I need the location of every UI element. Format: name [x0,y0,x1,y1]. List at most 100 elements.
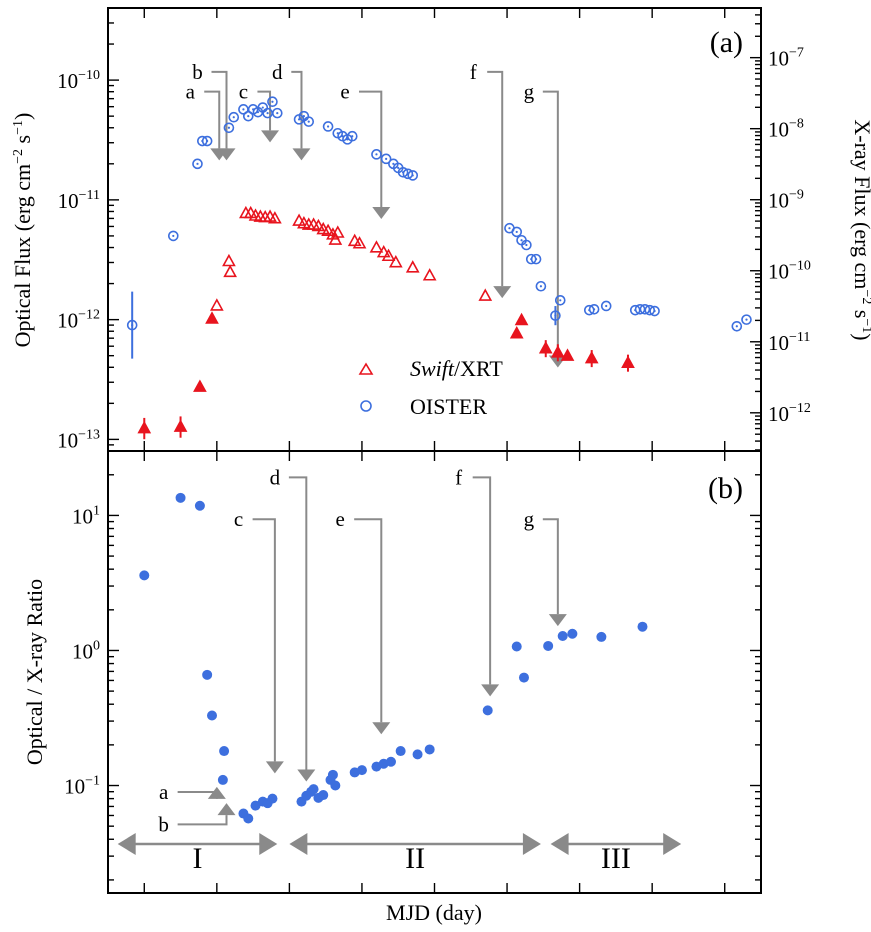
oister-point-center [227,126,231,129]
annotation-b-c-label: c [234,507,243,531]
annotation-a-c-label: c [239,80,248,104]
oister-point [731,320,743,332]
oister-point [554,295,566,306]
ratio-point [202,669,213,680]
panel-a-ylabel: Optical Flux (erg cm−2 s−1) [10,113,35,348]
legend-circle-marker [360,400,372,412]
a-right-ticklabel-3: 10−9 [768,188,804,213]
oister-point-center [411,174,414,177]
annotation-a-d-label: d [272,60,283,84]
annotation-a-a-label: a [186,80,196,104]
ratio-point [194,500,205,511]
oister-point-center [515,230,518,234]
text-layer: 10−13 10−12 10−11 10−10 10−12 10−11 10−10 10−9 1… [57,46,811,875]
oister-point-center [351,135,354,138]
oister-point [228,111,240,123]
annotation-b-b-label: b [158,812,169,836]
ratio-point [412,749,423,760]
annotation-a-g-line [542,90,559,356]
annotation-b-f-line [472,476,492,685]
ratio-point [308,784,319,795]
b-left-ticklabel-1: 100 [72,638,100,663]
panel-a-frame [107,7,762,452]
x-axis-label: MJD (day) [386,900,482,925]
xrt-point [584,350,599,364]
xrt-point [478,288,493,301]
annotation-a-e-head [372,207,391,220]
ratio-point [206,710,217,721]
oister-point-center [385,157,388,160]
oister-point [397,166,409,178]
panel-a-label: (a) [710,26,743,59]
xrt-point [388,254,403,268]
oister-point [346,130,358,142]
annotation-b-g-head [548,614,567,627]
phase-II-head-left [289,833,308,855]
oister-point-center [745,318,748,321]
xrt-point [538,341,553,354]
oister-point-center [397,166,400,169]
a-left-ticklabel-2: 10−11 [58,188,100,213]
oister-point [402,168,414,180]
oister-point-center [266,112,269,115]
oister-point-center [206,139,209,143]
a-right-ticklabel-0: 10−12 [768,401,811,426]
oister-point-center [271,100,274,103]
oister-point-center [508,227,511,230]
oister-point-center [520,239,523,242]
xrt-point [223,264,237,278]
xrt-point [550,345,565,358]
annotation-b-g-line [542,518,559,615]
oister-point [303,116,315,127]
oister-point-center [559,299,562,302]
oister-point [126,319,138,331]
a-right-ticklabel-1: 10−11 [768,330,810,355]
annotation-a-g-label: g [524,80,535,104]
oister-point [600,300,612,312]
phase-I-head-left [117,833,136,855]
b-left-ticklabel-0: 10−1 [64,774,100,799]
annotation-a-e-line [359,90,383,208]
oister-point [371,149,382,160]
ratio-point [511,641,522,652]
phase-III-head-right [663,833,682,855]
b-left-ticklabel-2: 101 [72,503,100,528]
oister-point-center [653,309,656,313]
tick-layer [108,7,761,893]
panel-a-y2label: X-ray Flux (erg cm−2 s−1) [850,119,871,340]
legend-xrt-label: Swift/XRT [410,356,503,381]
xrt-point [268,211,282,224]
annotation-a-b-head [217,148,236,161]
xrt-point [621,355,635,368]
annotation-b-e-label: e [336,507,345,531]
oister-point [242,110,254,122]
annotation-b-d-line [288,476,308,770]
oister-point [168,230,179,242]
xrt-point [381,248,396,262]
marks-layer [126,96,752,824]
a-left-ticklabel-0: 10−13 [57,427,100,452]
oister-point-center [302,115,305,118]
ratio-point [267,793,278,804]
xrt-point [222,253,236,267]
oister-point-center [276,112,279,115]
ratio-point [217,774,228,785]
oister-point-center [242,108,245,111]
ratio-point [385,756,396,767]
annotation-b-e-line [354,518,383,723]
oister-point [322,121,334,132]
xrt-point [352,236,367,249]
oister-point-center [196,162,199,165]
ratio-point [596,631,607,642]
phase-II-label: II [405,842,425,875]
legend-oister-label: OISTER [410,394,487,419]
a-left-ticklabel-3: 10−10 [57,68,100,93]
ratio-point [482,705,493,716]
oister-point-center [172,234,175,238]
oister-point-center [256,111,260,114]
annotation-b-a-head [207,786,226,799]
oister-point-center [392,162,395,165]
oister-point-center [232,116,235,119]
annotation-a-b-line [211,70,228,149]
